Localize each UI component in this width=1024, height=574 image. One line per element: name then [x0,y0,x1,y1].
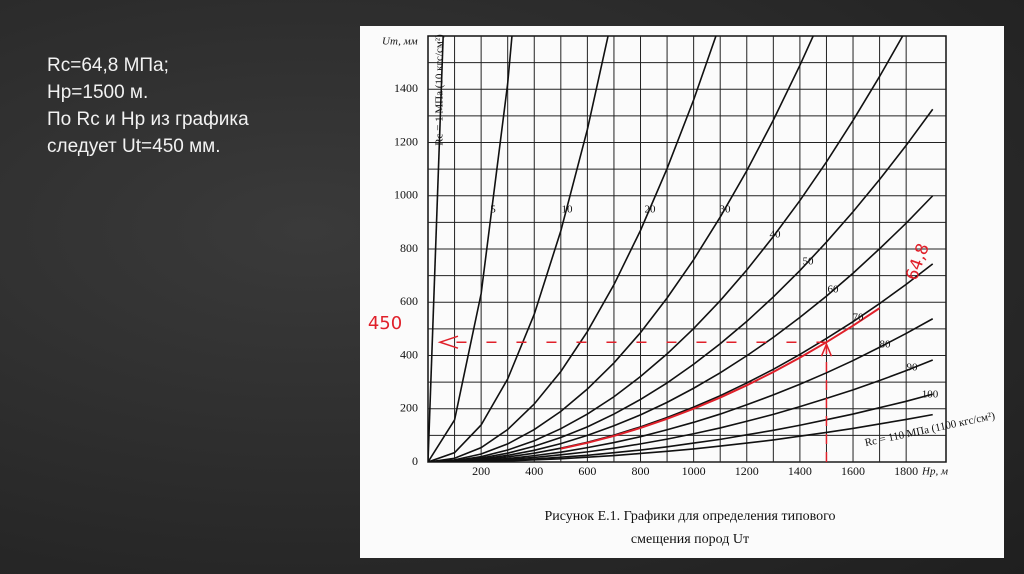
reading-arrow [437,335,459,349]
curve-label: 50 [803,256,815,268]
curve [560,307,881,450]
x-tick-label: 1800 [894,464,918,478]
note-line: Hp=1500 м. [47,82,149,103]
reading-arrow [820,342,833,357]
curve-label: 90 [907,362,919,374]
curves [428,36,934,462]
y-tick-label: 400 [400,347,418,361]
x-tick-label: 200 [472,464,490,478]
x-tick-label: 1400 [788,464,812,478]
curve [428,36,444,462]
caption: смещения пород Uт [631,532,749,547]
y-tick-label: 1000 [394,188,418,202]
x-tick-label: 1600 [841,464,865,478]
curve-label: 10 [562,204,574,216]
curve [428,108,934,462]
y-tick-label: 600 [400,294,418,308]
reading-label: 450 [368,313,402,334]
curve [428,263,934,462]
curve-label: 60 [828,284,840,296]
y-tick-label: 1200 [394,134,418,148]
notes: Rc=64,8 МПа; Hp=1500 м. По Rc и Hp из гр… [47,52,249,160]
curve [428,36,815,462]
figure-panel [360,26,1004,558]
x-tick-label: 800 [632,464,650,478]
curve [428,318,934,462]
x-axis-label: Hр, м [921,466,948,478]
curve-label: Rс = 1 МПа (10 кгс/см²) [434,34,446,146]
note-line: следует Ut=450 мм. [47,136,221,157]
curve-label: 30 [720,204,732,216]
curve [428,195,934,462]
y-tick-label: 1400 [394,81,418,95]
curve-label: 80 [880,339,892,351]
curve [428,36,717,462]
x-tick-label: 600 [578,464,596,478]
y-axis-label: Uт, мм [382,36,418,48]
curve [428,36,609,462]
note-line: Rc=64,8 МПа; [47,55,169,76]
y-tick-label: 800 [400,241,418,255]
curve-label: 20 [645,204,657,216]
y-tick-label: 0 [412,454,418,468]
curve-label: 5 [490,204,496,216]
curve [428,359,934,462]
note-line: По Rc и Hp из графика [47,109,249,130]
curve-label: 100 [922,389,939,401]
caption: Рисунок Е.1. Графики для определения тип… [545,509,836,524]
x-tick-label: 400 [525,464,543,478]
x-tick-label: 1000 [682,464,706,478]
curve-label: 70 [853,312,865,324]
curve [428,413,933,462]
curve [428,36,513,462]
curve-label: 40 [770,229,782,241]
x-tick-label: 1200 [735,464,759,478]
curve [428,36,904,462]
y-tick-label: 200 [400,401,418,415]
